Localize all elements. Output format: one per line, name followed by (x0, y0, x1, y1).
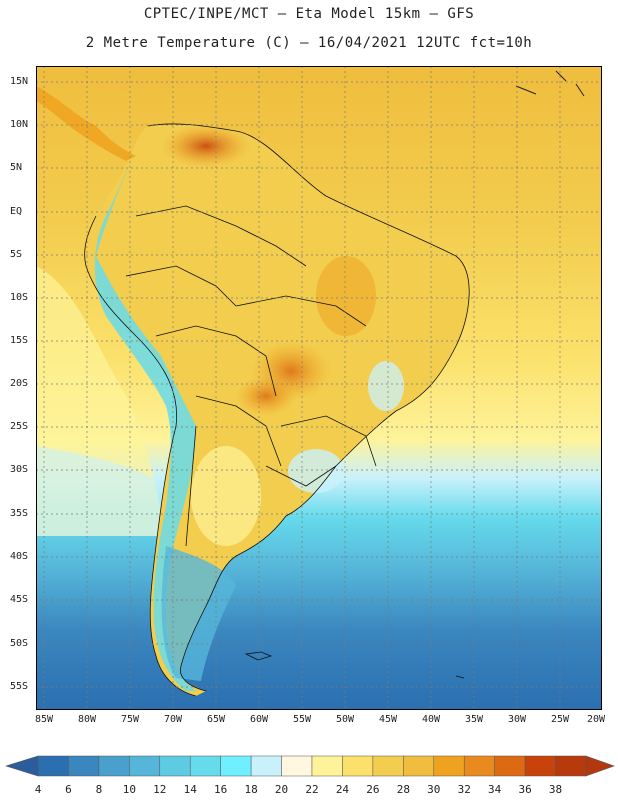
lon-label-35w: 35W (464, 714, 484, 725)
colorbar-label: 20 (274, 783, 289, 796)
venezuela-hot-zone (161, 124, 251, 168)
colorbar-swatch (433, 755, 465, 777)
caribbean-islands (515, 70, 585, 97)
colorbar-label: 32 (457, 783, 471, 796)
lon-label-65w: 65W (206, 714, 226, 725)
colorbar-label: 24 (335, 783, 350, 796)
temperature-colorbar (4, 755, 615, 777)
colorbar-low-arrow (4, 755, 39, 777)
colorbar-label: 18 (244, 783, 258, 796)
lat-label-10n: 10N (10, 119, 29, 130)
bolivia-hot-zone (236, 376, 296, 416)
colorbar-label: 16 (214, 783, 228, 796)
chart-title-line1: CPTEC/INPE/MCT – Eta Model 15km – GFS (143, 6, 475, 22)
colorbar-swatch (250, 755, 282, 777)
lat-label-10s: 10S (10, 292, 29, 303)
colorbar-label: 28 (396, 783, 410, 796)
colorbar-label: 22 (305, 783, 319, 796)
colorbar-swatch (220, 755, 252, 777)
lat-label-50s: 50S (10, 638, 29, 649)
argentina-warm-zone (191, 446, 261, 546)
colorbar-swatch (159, 755, 191, 777)
lat-lon-grid (36, 66, 602, 710)
lat-label-35s: 35S (10, 508, 29, 519)
colorbar-label: 14 (183, 783, 197, 796)
colorbar-swatch (372, 755, 404, 777)
lon-label-40w: 40W (421, 714, 441, 725)
south-georgia (455, 675, 465, 679)
colorbar-label: 10 (122, 783, 136, 796)
lat-label-25s: 25S (10, 421, 29, 432)
colorbar-swatch (463, 755, 495, 777)
colorbar-swatch (311, 755, 343, 777)
lon-label-50w: 50W (335, 714, 355, 725)
lat-label-55s: 55S (10, 681, 29, 692)
temperature-map (36, 66, 602, 710)
south-brazil-cool (288, 449, 344, 493)
colorbar-label: 4 (34, 783, 42, 796)
lat-label-20s: 20S (10, 378, 29, 389)
colorbar-high-arrow (585, 755, 615, 777)
chart-title-line2: 2 Metre Temperature (C) – 16/04/2021 12U… (85, 35, 533, 51)
lat-label-40s: 40S (10, 551, 29, 562)
colorbar-swatch (281, 755, 313, 777)
lat-label-5s: 5S (10, 249, 23, 260)
lon-label-30w: 30W (507, 714, 527, 725)
colorbar-label: 26 (366, 783, 380, 796)
patagonia-cool (161, 546, 236, 681)
colorbar-label: 38 (548, 783, 563, 796)
colorbar-label: 34 (488, 783, 502, 796)
falkland-islands (244, 651, 273, 661)
colorbar-swatch (98, 755, 130, 777)
lat-label-15s: 15S (10, 335, 29, 346)
colorbar-label: 36 (518, 783, 532, 796)
map-frame (36, 66, 602, 710)
lon-label-75w: 75W (120, 714, 140, 725)
southeast-brazil-cool (368, 361, 404, 411)
colorbar-swatch (403, 755, 435, 777)
lat-label-eq: EQ (10, 206, 23, 217)
lat-label-30s: 30S (10, 464, 29, 475)
lon-label-20w: 20W (586, 714, 606, 725)
lon-label-85w: 85W (34, 714, 54, 725)
lat-label-5n: 5N (10, 162, 23, 173)
colorbar-label: 30 (427, 783, 441, 796)
colorbar-swatch (524, 755, 556, 777)
lon-label-55w: 55W (292, 714, 312, 725)
lon-label-60w: 60W (249, 714, 269, 725)
lon-label-80w: 80W (77, 714, 97, 725)
pacific-cool-band (36, 446, 166, 536)
colorbar-swatch (68, 755, 100, 777)
colorbar-label: 8 (95, 783, 103, 796)
colorbar-label: 6 (65, 783, 72, 796)
colorbar-swatch (129, 755, 161, 777)
colorbar-swatch (37, 755, 69, 777)
lat-label-15n: 15N (10, 76, 29, 87)
central-america-land (36, 86, 136, 161)
country-borders (84, 123, 470, 697)
colorbar-label: 12 (153, 783, 167, 796)
lat-label-45s: 45S (10, 594, 29, 605)
lon-label-25w: 25W (550, 714, 570, 725)
colorbar-swatch (189, 755, 221, 777)
colorbar-swatch (342, 755, 374, 777)
lon-label-45w: 45W (378, 714, 398, 725)
colorbar-swatch (555, 755, 587, 777)
colorbar-swatch (494, 755, 526, 777)
northeast-warm-zone (316, 256, 376, 336)
lon-label-70w: 70W (163, 714, 183, 725)
